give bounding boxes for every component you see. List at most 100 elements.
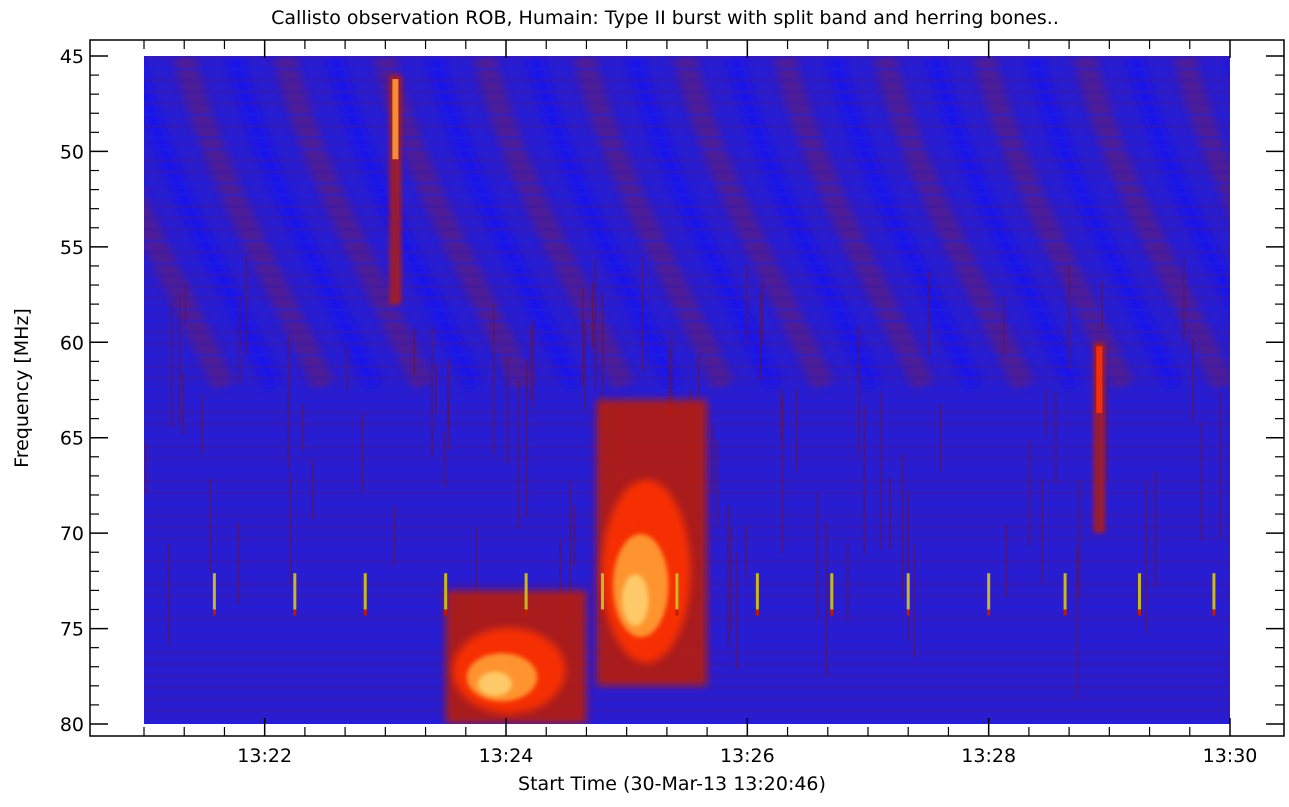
interference-stripe — [826, 56, 982, 390]
background-streak — [475, 528, 478, 641]
x-tick-label: 13:26 — [720, 745, 775, 767]
burst-peak — [621, 574, 649, 626]
y-axis-label: Frequency [MHz] — [11, 308, 33, 468]
frequency-band-stripe — [144, 388, 1230, 392]
interference-marker-tail — [906, 609, 910, 616]
burst-peak — [392, 79, 399, 160]
background-streak — [746, 263, 749, 343]
interference-marker-tail — [1212, 609, 1216, 616]
background-streak — [209, 478, 212, 574]
interference-stripe — [1126, 56, 1230, 313]
background-streak — [506, 356, 509, 464]
background-streak — [862, 405, 865, 555]
frequency-band-stripe — [144, 159, 1230, 163]
background-streak — [780, 454, 783, 554]
interference-marker-tail — [830, 609, 834, 616]
frequency-band-stripe — [144, 342, 1230, 346]
background-streak — [1078, 480, 1081, 598]
burst-feature — [596, 399, 708, 686]
x-axis-label: Start Time (30-Mar-13 13:20:46) — [518, 773, 826, 795]
background-streak — [710, 426, 713, 493]
background-streak — [444, 431, 447, 488]
interference-marker — [1212, 573, 1216, 610]
frequency-band-stripe — [144, 330, 1230, 334]
chart-title: Callisto observation ROB, Humain: Type I… — [271, 7, 1059, 29]
y-tick-label: 50 — [60, 141, 84, 163]
interference-marker — [363, 573, 367, 610]
background-streak — [144, 443, 147, 494]
y-tick-label: 70 — [60, 523, 84, 545]
background-streak — [594, 258, 597, 390]
frequency-band-stripe — [144, 376, 1230, 380]
interference-marker — [830, 573, 834, 610]
axis-ticks: 45 50 55 60 65 70 75 80 13:22 13:24 13:26 13:28 13:3… — [60, 40, 1284, 767]
frequency-band-stripe — [144, 147, 1230, 151]
interference-stripe — [1073, 56, 1230, 391]
background-streak — [1145, 482, 1148, 634]
frequency-band-stripe — [144, 307, 1230, 311]
background-streak — [346, 347, 349, 391]
interference-marker — [524, 573, 528, 610]
background-streak — [517, 381, 520, 529]
y-tick-label: 80 — [60, 714, 84, 736]
background-streak — [583, 322, 586, 410]
interference-marker — [601, 573, 605, 610]
background-streak — [846, 542, 849, 622]
burst-peak — [478, 671, 512, 696]
background-streak — [492, 303, 495, 455]
interference-marker — [212, 573, 216, 610]
y-tick-label: 65 — [60, 428, 84, 450]
interference-stripe — [226, 56, 382, 390]
interference-marker-tail — [601, 609, 605, 616]
background-streak — [1044, 388, 1047, 438]
background-streak — [939, 403, 942, 472]
interference-stripe — [773, 56, 934, 391]
frequency-band-stripe — [144, 708, 1230, 712]
background-streak — [761, 281, 764, 342]
burst-peak — [1096, 346, 1103, 414]
interference-stripe — [526, 56, 682, 390]
y-tick-label: 60 — [60, 332, 84, 354]
background-streak — [716, 439, 719, 526]
interference-marker — [1063, 573, 1067, 610]
interference-stripe — [144, 62, 282, 390]
interference-marker-tail — [755, 609, 759, 616]
x-tick-label: 13:22 — [237, 745, 292, 767]
frequency-band-stripe — [144, 67, 1230, 71]
background-streak — [430, 327, 433, 457]
interference-marker — [755, 573, 759, 610]
x-tick-label: 13:24 — [479, 745, 534, 767]
background-streak — [289, 473, 292, 584]
background-streak — [670, 331, 673, 420]
background-streak — [825, 522, 828, 676]
background-streak — [413, 329, 416, 376]
interference-stripe — [573, 56, 734, 391]
background-streak — [880, 393, 883, 550]
background-streak — [167, 543, 170, 646]
frequency-band-stripe — [144, 720, 1230, 724]
interference-stripe — [973, 56, 1134, 391]
burst-feature — [1093, 342, 1106, 534]
background-streak — [601, 292, 604, 440]
interference-marker-tail — [293, 609, 297, 616]
interference-stripe — [1226, 57, 1230, 73]
interference-stripe — [426, 56, 582, 390]
background-streak — [668, 348, 671, 418]
frequency-band-stripe — [144, 78, 1230, 82]
background-streak — [569, 481, 572, 616]
frequency-band-stripe — [144, 685, 1230, 689]
interference-marker — [675, 573, 679, 610]
x-tick-label: 13:28 — [961, 745, 1016, 767]
frequency-band-stripe — [144, 204, 1230, 208]
background-streak — [582, 288, 585, 387]
background-streak — [1054, 391, 1057, 484]
interference-marker-tail — [675, 609, 679, 616]
frequency-band-stripe — [144, 193, 1230, 197]
background-streak — [526, 360, 529, 518]
background-streak — [888, 477, 891, 550]
interference-stripe — [273, 56, 434, 391]
background-streak — [361, 414, 364, 493]
interference-stripe — [926, 56, 1082, 390]
interference-marker-tail — [1063, 609, 1067, 616]
interference-stripe — [473, 56, 634, 391]
